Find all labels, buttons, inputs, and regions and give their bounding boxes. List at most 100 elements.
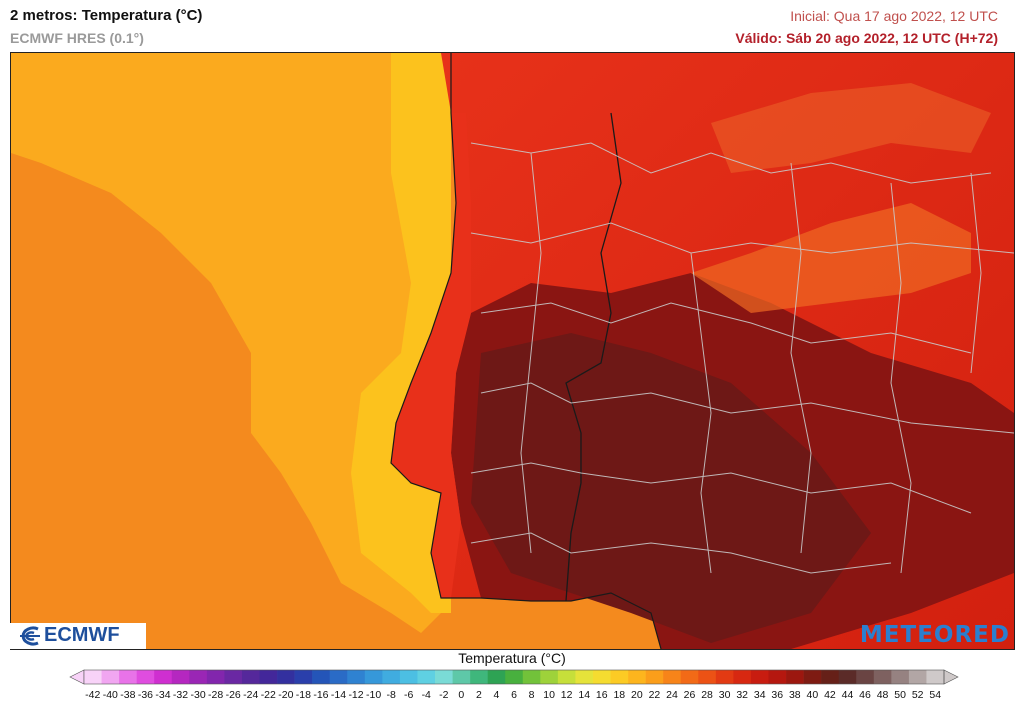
scale-swatch	[891, 670, 910, 684]
scale-tick-label: 18	[613, 689, 625, 701]
scale-tick-label: -40	[103, 689, 118, 701]
scale-tick-label: 44	[842, 689, 854, 701]
legend-title: Temperatura (°C)	[458, 650, 566, 666]
scale-swatch	[136, 670, 155, 684]
meteored-logo: METEORED	[859, 622, 1010, 648]
scale-tick-label: 14	[578, 689, 590, 701]
scale-swatch	[522, 670, 541, 684]
scale-swatch	[241, 670, 260, 684]
scale-swatch	[364, 670, 383, 684]
scale-swatch	[470, 670, 488, 684]
scale-swatch	[803, 670, 822, 684]
coastal-strip	[391, 113, 471, 598]
scale-tick-label: 20	[631, 689, 643, 701]
scale-swatch	[487, 670, 506, 684]
scale-swatch	[417, 670, 436, 684]
scale-tick-label: 54	[929, 689, 941, 701]
valid-time: Válido: Sáb 20 ago 2022, 12 UTC (H+72)	[735, 30, 998, 46]
scale-swatch	[838, 670, 857, 684]
scale-tick-label: 8	[529, 689, 535, 701]
scale-tick-label: -24	[243, 689, 258, 701]
scale-swatch	[171, 670, 190, 684]
scale-tick-label: -30	[190, 689, 205, 701]
scale-tick-label: 10	[543, 689, 555, 701]
scale-tick-label: -38	[120, 689, 135, 701]
coastline	[390, 53, 662, 649]
scale-tick-label: 30	[719, 689, 731, 701]
scale-swatch	[399, 670, 418, 684]
scale-tick-label: -22	[261, 689, 276, 701]
scale-tick-label: -16	[313, 689, 328, 701]
scale-tick-label: 28	[701, 689, 713, 701]
scale-swatch	[926, 670, 945, 684]
scale-tick-label: 26	[684, 689, 696, 701]
scale-swatch	[680, 670, 699, 684]
scale-swatch	[750, 670, 769, 684]
ecmwf-logo-text: ECMWF	[44, 624, 120, 646]
scale-tick-label: -28	[208, 689, 223, 701]
scale-tick-label: -6	[404, 689, 413, 701]
scale-tick-label: 32	[736, 689, 748, 701]
scale-swatch	[294, 670, 313, 684]
scale-tick-label: 0	[458, 689, 464, 701]
scale-swatch	[821, 670, 839, 684]
sea-warm-band	[11, 53, 441, 633]
scale-border	[83, 669, 945, 685]
scale-tick-label: -12	[348, 689, 363, 701]
scale-tick-label: 36	[771, 689, 783, 701]
scale-swatch	[347, 670, 366, 684]
scale-swatch	[277, 670, 295, 684]
scale-tick-label: 22	[649, 689, 661, 701]
model-label: ECMWF HRES (0.1°)	[10, 30, 144, 46]
map-canvas	[11, 53, 1014, 649]
scale-swatch	[557, 670, 576, 684]
scale-swatch	[84, 670, 102, 684]
ecmwf-logo: ECMWF	[10, 623, 146, 649]
scale-tick-label: -36	[138, 689, 153, 701]
scale-tick-label: -42	[85, 689, 100, 701]
scale-swatch	[312, 670, 331, 684]
scale-tick-label: 24	[666, 689, 678, 701]
scale-right-arrow	[943, 669, 959, 685]
scale-swatch	[592, 670, 611, 684]
scale-swatch	[329, 670, 348, 684]
scale-swatch	[786, 670, 804, 684]
color-scale-bar: -42 -40 -38 -36 -34 -32 -30 -28 -26 -24 -22 -20 -18-…	[69, 669, 959, 701]
scale-tick-label: -8	[386, 689, 395, 701]
scale-tick-label: 2	[476, 689, 482, 701]
scale-tick-label: 52	[912, 689, 924, 701]
scale-swatch	[259, 670, 278, 684]
scale-tick-label: 34	[754, 689, 766, 701]
scale-swatch	[505, 670, 524, 684]
scale-tick-label: -34	[155, 689, 170, 701]
scale-swatch	[382, 670, 401, 684]
scale-tick-label: 16	[596, 689, 608, 701]
scale-tick-label: -20	[278, 689, 293, 701]
scale-swatch	[873, 670, 892, 684]
scale-tick-label: -4	[422, 689, 431, 701]
header-right: Inicial: Qua 17 ago 2022, 12 UTC Válido:…	[735, 6, 998, 48]
init-time: Inicial: Qua 17 ago 2022, 12 UTC	[790, 8, 998, 24]
cantabrian-range	[711, 83, 991, 173]
scale-tick-label: 40	[807, 689, 819, 701]
header-left: 2 metros: Temperatura (°C) ECMWF HRES (0…	[10, 6, 202, 48]
scale-swatch	[101, 670, 120, 684]
scale-tick-label: -26	[226, 689, 241, 701]
scale-swatch	[908, 670, 927, 684]
scale-swatch	[715, 670, 734, 684]
scale-swatch	[575, 670, 594, 684]
scale-left-arrow	[69, 669, 85, 685]
country-border	[565, 112, 622, 602]
scale-tick-label: 48	[877, 689, 889, 701]
scale-swatch	[224, 670, 243, 684]
scale-tick-label: 4	[494, 689, 500, 701]
scale-swatch	[189, 670, 208, 684]
scale-tick-label: -32	[173, 689, 188, 701]
ecmwf-swirl-icon	[20, 626, 40, 646]
scale-swatch	[206, 670, 225, 684]
scale-tick-label: 38	[789, 689, 801, 701]
temperature-map[interactable]	[10, 52, 1015, 650]
scale-swatch	[645, 670, 664, 684]
scale-swatch	[768, 670, 787, 684]
scale-tick-label: 46	[859, 689, 871, 701]
